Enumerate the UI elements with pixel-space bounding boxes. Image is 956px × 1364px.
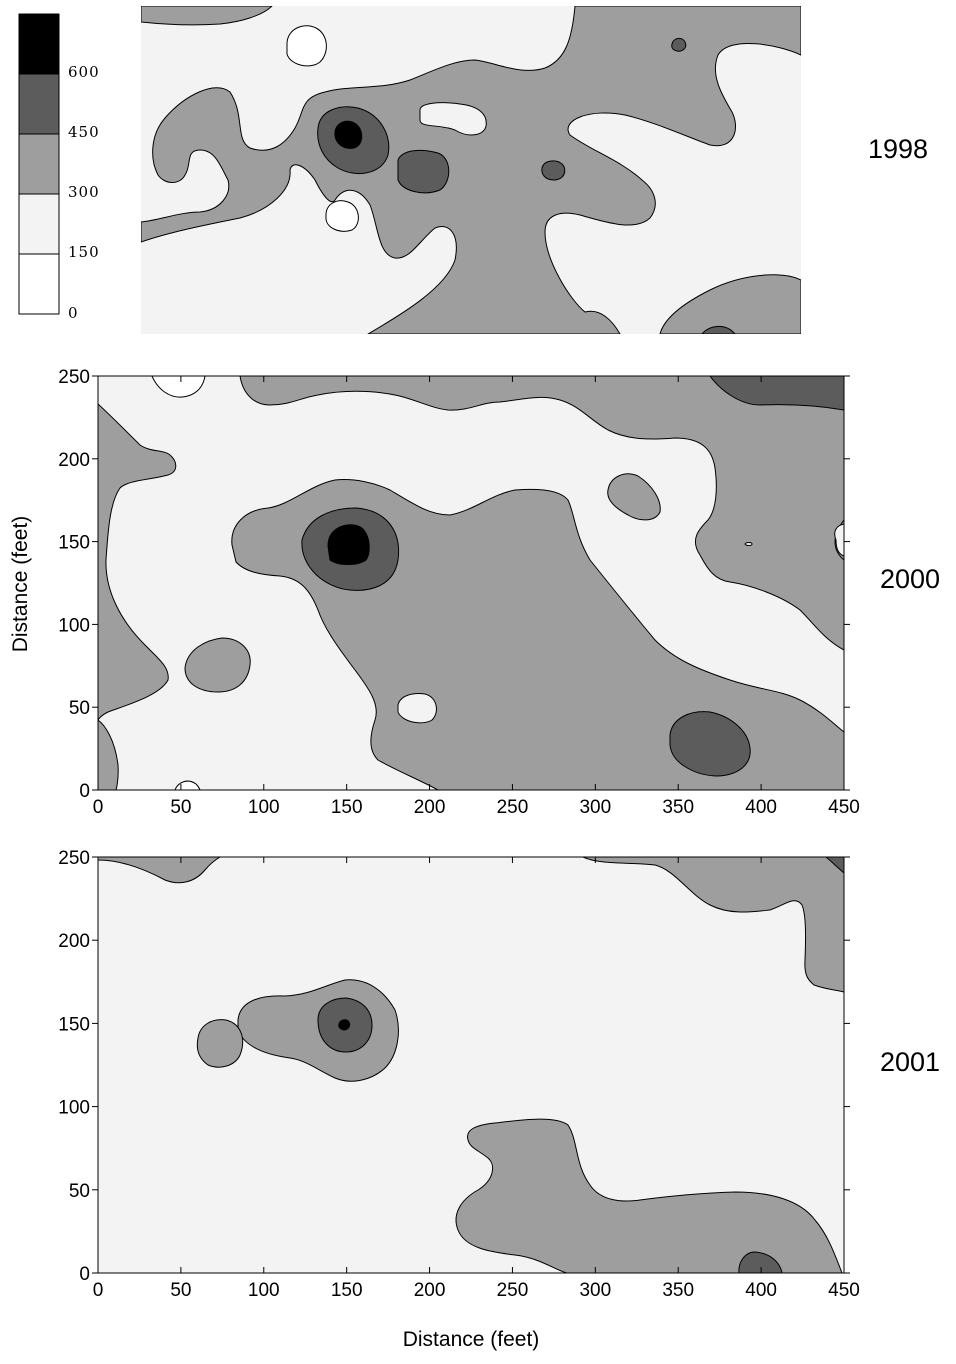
legend-swatch-150 — [18, 193, 60, 255]
contour-region-450-d-1998 — [671, 37, 687, 52]
contour-peak-2001 — [338, 1019, 351, 1031]
legend-label-150: 150 — [68, 243, 100, 261]
legend-swatch-300 — [18, 133, 60, 195]
year-label-2000: 2000 — [880, 564, 940, 594]
contour-region-450-c-1998 — [541, 160, 566, 181]
x-tick-label-400-2000: 400 — [745, 797, 777, 818]
x-tick-label-100-2000: 100 — [248, 797, 280, 818]
contour-region-300-bottom-2001 — [455, 1118, 843, 1273]
x-tick-label-400-2001: 400 — [745, 1280, 777, 1301]
axes-2000: 0 50 100 150 200 250 300 350 400 450 0 50 100 150 200 2… — [58, 367, 860, 818]
legend-swatch-0 — [18, 253, 60, 315]
contour-map-1998 — [141, 6, 801, 334]
legend-label-600: 600 — [68, 63, 100, 81]
contour-region-450-c-2000 — [709, 376, 844, 411]
x-tick-label-200-2001: 200 — [414, 1280, 446, 1301]
y-tick-label-100-2000: 100 — [58, 615, 90, 636]
y-tick-label-200-2000: 200 — [58, 450, 90, 471]
contour-region-300-top-right-2001 — [582, 857, 844, 993]
contour-spot-2000 — [744, 542, 753, 546]
contour-region-0-a-1998 — [286, 25, 327, 67]
x-tick-label-100-2001: 100 — [248, 1280, 280, 1301]
contour-hole-150-2000 — [397, 693, 437, 724]
y-tick-label-0-2000: 0 — [79, 781, 90, 802]
contour-map-2001 — [98, 857, 844, 1273]
contour-region-300-small-2001 — [196, 1019, 244, 1068]
contour-region-450-b-2001 — [738, 1251, 783, 1273]
contour-region-450-e-1998 — [701, 326, 736, 334]
x-tick-label-300-2000: 300 — [579, 797, 611, 818]
x-tick-label-350-2000: 350 — [662, 797, 694, 818]
contour-hole-150-right-2000 — [834, 523, 844, 557]
legend: 600 450 300 150 0 — [18, 13, 100, 322]
y-axis-title: Distance (feet) — [9, 516, 32, 653]
legend-swatch-600 — [18, 13, 60, 75]
contour-peak-2000 — [327, 524, 370, 565]
legend-swatch-450 — [18, 73, 60, 135]
x-tick-label-150-2001: 150 — [331, 1280, 363, 1301]
x-axis-title: Distance (feet) — [403, 1328, 540, 1351]
year-label-2001: 2001 — [880, 1047, 940, 1077]
x-tick-label-300-2001: 300 — [579, 1280, 611, 1301]
x-tick-label-50-2000: 50 — [170, 797, 191, 818]
year-label-1998: 1998 — [868, 134, 928, 164]
contour-region-300-main-1998 — [141, 6, 801, 334]
x-tick-label-350-2001: 350 — [662, 1280, 694, 1301]
y-tick-label-100-2001: 100 — [58, 1098, 90, 1119]
x-tick-label-0-2001: 0 — [93, 1280, 104, 1301]
y-tick-label-250-2000: 250 — [58, 367, 90, 388]
y-tick-label-150-2001: 150 — [58, 1014, 90, 1035]
contour-region-450-b-2000 — [669, 711, 751, 777]
axes-2001: 0 50 100 150 200 250 300 350 400 450 0 50 100 150 200 2… — [58, 848, 860, 1301]
contour-region-300-bottom-right-1998 — [659, 274, 801, 334]
contour-region-300-top-left-1998 — [141, 6, 273, 26]
legend-label-300: 300 — [68, 183, 100, 201]
y-tick-label-150-2000: 150 — [58, 533, 90, 554]
contour-region-300-top-left-2001 — [98, 857, 221, 884]
x-tick-label-150-2000: 150 — [331, 797, 363, 818]
x-tick-label-0-2000: 0 — [93, 797, 104, 818]
contour-map-2000 — [98, 376, 844, 790]
legend-label-0: 0 — [68, 304, 79, 322]
contour-peak-1998 — [334, 120, 363, 149]
x-tick-label-450-2000: 450 — [828, 797, 860, 818]
contour-region-450-b-1998 — [397, 149, 450, 194]
x-tick-label-250-2001: 250 — [497, 1280, 529, 1301]
contour-region-300-small-2000 — [184, 637, 251, 693]
y-tick-label-0-2001: 0 — [79, 1264, 90, 1285]
y-tick-label-200-2001: 200 — [58, 931, 90, 952]
legend-label-450: 450 — [68, 123, 100, 141]
x-tick-label-200-2000: 200 — [414, 797, 446, 818]
contour-region-450-c-2001 — [825, 857, 844, 874]
y-tick-label-250-2001: 250 — [58, 848, 90, 869]
x-tick-label-450-2001: 450 — [828, 1280, 860, 1301]
contour-region-0-b-1998 — [325, 200, 359, 232]
plot-frame-2001 — [97, 856, 845, 1274]
contour-region-0-top-2000 — [151, 376, 206, 398]
plot-frame-2000 — [97, 375, 845, 791]
y-tick-label-50-2001: 50 — [69, 1181, 90, 1202]
contour-region-300-left-2000 — [98, 403, 177, 721]
x-tick-label-250-2000: 250 — [497, 797, 529, 818]
contour-region-300-spot-2000 — [607, 473, 661, 521]
x-tick-label-50-2001: 50 — [170, 1280, 191, 1301]
y-tick-label-50-2000: 50 — [69, 698, 90, 719]
